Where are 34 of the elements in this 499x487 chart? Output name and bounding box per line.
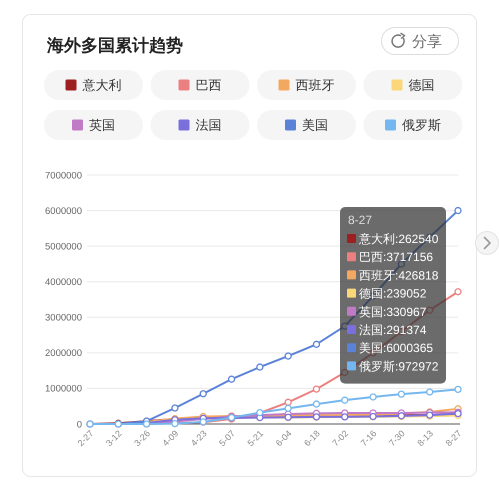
y-tick-label: 1000000 bbox=[45, 384, 82, 395]
legend-label: 意大利 bbox=[82, 78, 122, 92]
x-tick-label: 7-16 bbox=[358, 428, 378, 448]
y-tick-label: 7000000 bbox=[45, 170, 82, 182]
y-tick-label: 3000000 bbox=[45, 312, 82, 324]
annotation: 巴西:3717156 bbox=[359, 250, 434, 264]
annotation: 德国:239052 bbox=[359, 286, 427, 301]
annotation: 西班牙:426818 bbox=[359, 268, 439, 282]
y-tick-label: 5000000 bbox=[45, 241, 82, 252]
legend-label: 美国 bbox=[302, 118, 328, 132]
annotation: 法国:291374 bbox=[359, 323, 427, 337]
annotation: 英国:330967 bbox=[359, 304, 427, 319]
y-tick-label: 2000000 bbox=[45, 348, 82, 360]
annotation: 俄罗斯:972972 bbox=[359, 359, 439, 374]
annotation: 意大利:262540 bbox=[358, 232, 439, 246]
legend-label: 英国 bbox=[89, 118, 115, 132]
legend-label: 德国 bbox=[408, 78, 434, 92]
y-tick-label: 6000000 bbox=[45, 206, 82, 217]
legend-label: 西班牙 bbox=[296, 78, 334, 92]
legend-label: 法国 bbox=[196, 118, 222, 132]
y-tick-label: 4000000 bbox=[45, 277, 82, 288]
x-tick-label: 6-04 bbox=[274, 428, 294, 448]
x-tick-label: 4-23 bbox=[188, 428, 209, 448]
chart-title: 海外多国累计趋势 bbox=[46, 36, 183, 55]
annotation: 美国:6000365 bbox=[359, 341, 434, 356]
annotation: 8-27 bbox=[348, 213, 372, 227]
x-tick-label: 7-30 bbox=[386, 428, 407, 448]
legend-label: 巴西 bbox=[196, 78, 222, 92]
x-tick-label: 5-21 bbox=[245, 428, 266, 448]
legend-label: 俄罗斯 bbox=[402, 118, 441, 132]
text: 分享 bbox=[412, 34, 442, 50]
x-tick-label: 4-09 bbox=[160, 428, 180, 448]
x-tick-label: 7-02 bbox=[330, 428, 350, 448]
y-tick-label: 0 bbox=[76, 419, 82, 430]
